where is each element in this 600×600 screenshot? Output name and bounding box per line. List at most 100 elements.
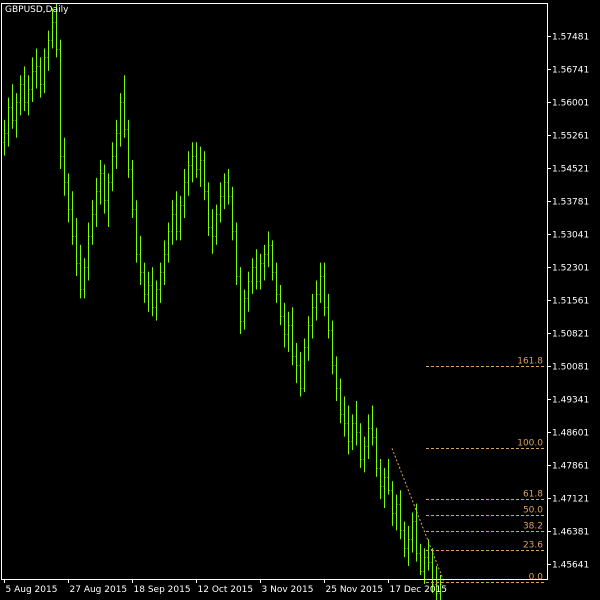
price-bar bbox=[367, 414, 370, 459]
time-tick-label: 3 Nov 2015 bbox=[262, 585, 314, 595]
price-bar bbox=[163, 240, 166, 285]
time-tick-label: 5 Aug 2015 bbox=[6, 585, 58, 595]
time-tick-label: 27 Aug 2015 bbox=[70, 585, 128, 595]
price-bar bbox=[7, 97, 10, 147]
price-bar bbox=[3, 119, 6, 156]
price-bar bbox=[143, 262, 146, 303]
price-bar bbox=[195, 142, 198, 178]
fibo-level-label: 38.2 bbox=[523, 522, 543, 532]
price-bar bbox=[335, 356, 338, 401]
price-bar bbox=[295, 342, 298, 384]
price-bar bbox=[223, 173, 226, 210]
price-bar bbox=[187, 151, 190, 196]
price-bar bbox=[219, 182, 222, 223]
price-bar bbox=[11, 84, 14, 129]
time-tick-label: 25 Nov 2015 bbox=[326, 585, 384, 595]
plot-area bbox=[3, 3, 442, 600]
chart-frame bbox=[1, 3, 548, 580]
price-bar bbox=[319, 262, 322, 303]
price-bar bbox=[79, 244, 82, 299]
price-bar bbox=[263, 244, 266, 281]
price-bar bbox=[215, 204, 218, 245]
price-bar bbox=[419, 543, 422, 575]
fibonacci-retracement: 161.8 100.0 61.8 50.0 38.2 23.6 0.0 bbox=[391, 357, 545, 583]
price-tick-label: 1.56741 bbox=[552, 66, 589, 76]
price-tick-label: 1.49341 bbox=[552, 396, 589, 406]
price-bar bbox=[227, 168, 230, 205]
price-bar bbox=[327, 293, 330, 339]
price-bar bbox=[207, 182, 210, 236]
price-bar bbox=[131, 160, 134, 219]
price-tick-label: 1.47121 bbox=[552, 495, 589, 505]
price-bar bbox=[35, 48, 38, 89]
price-bar bbox=[71, 191, 74, 245]
price-bar bbox=[343, 396, 346, 437]
price-bar bbox=[147, 271, 150, 312]
price-bar bbox=[199, 146, 202, 187]
price-bar bbox=[127, 119, 130, 178]
price-bar bbox=[59, 39, 62, 169]
price-bar bbox=[359, 423, 362, 468]
price-bar bbox=[423, 548, 426, 584]
price-bar bbox=[399, 490, 402, 540]
price-tick-label: 1.57481 bbox=[552, 33, 589, 43]
price-bar bbox=[139, 235, 142, 285]
price-bar bbox=[203, 151, 206, 201]
price-bar bbox=[15, 93, 18, 138]
fibo-level-label: 100.0 bbox=[517, 439, 543, 449]
price-tick-label: 1.55261 bbox=[552, 132, 589, 142]
price-tick-label: 1.47861 bbox=[552, 462, 589, 472]
price-tick-label: 1.54521 bbox=[552, 165, 589, 175]
price-bar bbox=[167, 222, 170, 263]
price-bar bbox=[231, 186, 234, 241]
price-tick-label: 1.45641 bbox=[552, 561, 589, 571]
price-bar bbox=[403, 521, 406, 558]
price-bar bbox=[119, 93, 122, 147]
price-bar bbox=[427, 539, 430, 571]
price-bar bbox=[191, 142, 194, 183]
fibo-level-label: 161.8 bbox=[517, 357, 543, 367]
fibo-level-label: 23.6 bbox=[523, 541, 543, 551]
price-bar bbox=[391, 481, 394, 526]
price-bar bbox=[279, 284, 282, 326]
price-bar bbox=[151, 267, 154, 317]
price-bar bbox=[291, 307, 294, 366]
price-tick-label: 1.50081 bbox=[552, 363, 589, 373]
price-bar bbox=[251, 258, 254, 294]
time-axis: 5 Aug 2015 27 Aug 2015 18 Sep 2015 12 Oct 2… bbox=[4, 579, 448, 595]
price-bar bbox=[311, 293, 314, 339]
price-bar bbox=[103, 164, 106, 214]
price-bar bbox=[383, 467, 386, 509]
price-bar bbox=[19, 75, 22, 116]
price-bar bbox=[347, 405, 350, 455]
fibo-trendline bbox=[391, 448, 445, 582]
price-bar bbox=[23, 66, 26, 111]
price-bar bbox=[299, 351, 302, 397]
price-bar bbox=[439, 574, 442, 600]
price-axis: 1.57481 1.56741 1.56001 1.55261 1.54521 1.537… bbox=[547, 33, 589, 571]
price-bar bbox=[271, 240, 274, 281]
price-bar bbox=[247, 271, 250, 312]
price-tick-label: 1.53781 bbox=[552, 198, 589, 208]
price-bar bbox=[351, 414, 354, 451]
price-bar bbox=[431, 548, 434, 593]
time-tick-label: 17 Dec 2015 bbox=[390, 585, 448, 595]
price-bar bbox=[243, 289, 246, 330]
price-tick-label: 1.50821 bbox=[552, 330, 589, 340]
price-bar bbox=[375, 427, 378, 477]
price-bar bbox=[51, 8, 54, 49]
chart-title: GBPUSD,Daily bbox=[5, 5, 69, 15]
price-bar bbox=[99, 160, 102, 205]
price-bar bbox=[39, 57, 42, 98]
price-bar bbox=[331, 320, 334, 375]
price-bar bbox=[211, 209, 214, 254]
price-bar bbox=[275, 262, 278, 303]
time-tick-label: 18 Sep 2015 bbox=[134, 585, 191, 595]
price-bar bbox=[287, 311, 290, 352]
price-bar bbox=[75, 218, 78, 277]
price-bar bbox=[267, 231, 270, 268]
fibo-level-label: 0.0 bbox=[529, 573, 544, 583]
price-bar bbox=[107, 173, 110, 227]
price-bar bbox=[115, 119, 118, 169]
price-bar bbox=[159, 262, 162, 303]
